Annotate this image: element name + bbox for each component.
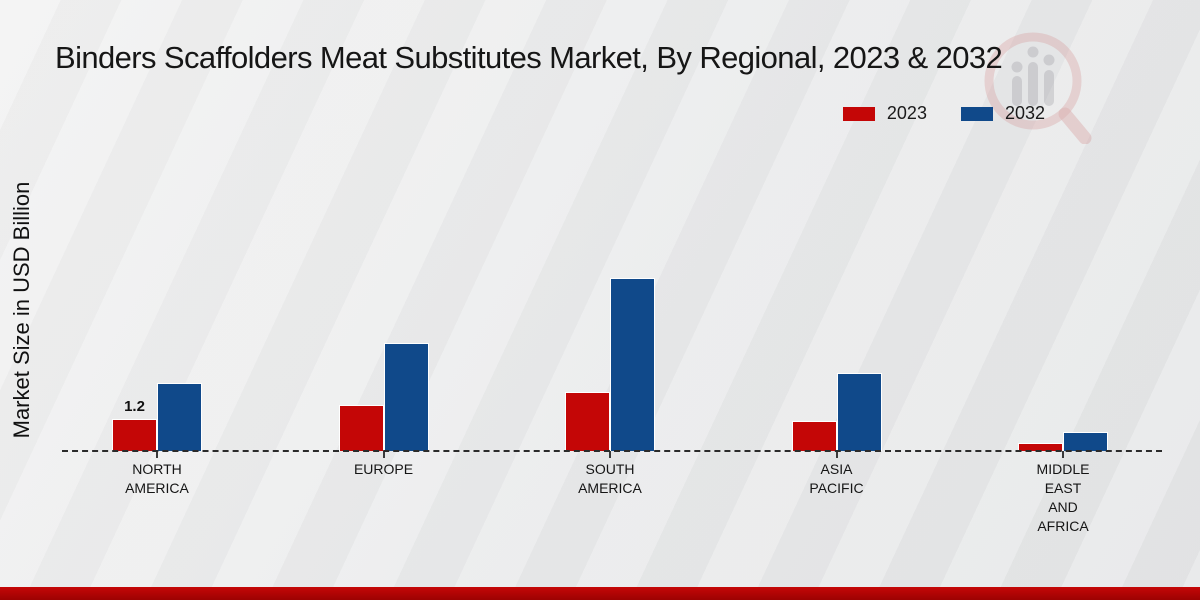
- bar-2023-south-america: [565, 392, 610, 451]
- value-label-2023-north-america: 1.2: [124, 397, 145, 415]
- bar-2032-north-america: [157, 383, 202, 451]
- watermark-logo-icon: [984, 32, 1092, 144]
- legend-item-2032: 2032: [960, 103, 1045, 124]
- legend-label-2032: 2032: [1004, 103, 1045, 123]
- axis-tick-asia-pacific: [835, 451, 838, 458]
- bar-2032-europe: [383, 343, 429, 451]
- y-axis-label: Market Size in USD Billion: [9, 181, 34, 439]
- legend-label-2023: 2023: [886, 103, 927, 123]
- axis-tick-middle-east-and-africa: [1062, 451, 1064, 458]
- x-axis-baseline: [62, 450, 1162, 452]
- legend-item-2023: 2023: [842, 103, 927, 124]
- category-label-south-america: SOUTH AMERICA: [578, 461, 642, 496]
- category-label-north-america: NORTH AMERICA: [125, 461, 189, 496]
- legend-swatch-2032: [960, 106, 993, 121]
- bar-2023-asia-pacific: [791, 421, 837, 451]
- bar-2023-middle-east-and-africa: [1018, 443, 1063, 451]
- axis-tick-south-america: [609, 451, 611, 458]
- legend: 2023 2032: [842, 103, 1045, 124]
- axis-tick-north-america: [156, 451, 158, 458]
- footer-accent-bar: [0, 587, 1200, 600]
- category-label-middle-east-and-africa: MIDDLE EAST AND AFRICA: [1036, 461, 1090, 534]
- axis-tick-europe: [382, 451, 385, 458]
- legend-swatch-2023: [842, 106, 875, 121]
- bar-2023-europe: [338, 405, 384, 451]
- bar-2032-middle-east-and-africa: [1063, 432, 1108, 451]
- category-label-asia-pacific: ASIA PACIFIC: [809, 461, 864, 496]
- bar-2023-north-america: [112, 419, 157, 451]
- chart-title: Binders Scaffolders Meat Substitutes Mar…: [55, 40, 1003, 75]
- bar-2032-south-america: [610, 278, 655, 451]
- category-label-europe: EUROPE: [353, 461, 414, 477]
- bar-2032-asia-pacific: [836, 373, 882, 451]
